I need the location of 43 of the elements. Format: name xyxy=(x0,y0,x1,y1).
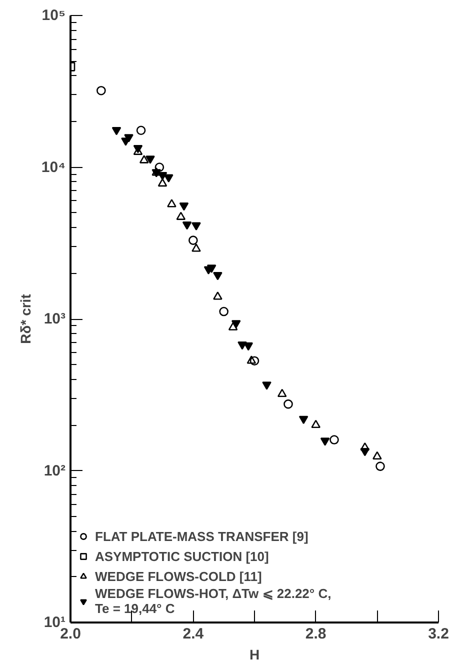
x-axis-title: H xyxy=(249,646,260,662)
point xyxy=(206,264,216,273)
point xyxy=(136,126,146,136)
legend-label: WEDGE FLOWS-HOT, ΔTw ⩽ 22.22° C, Te = 19,44° C xyxy=(95,586,332,616)
y-tick-label: 10⁴ xyxy=(41,158,66,176)
point xyxy=(376,462,385,471)
y-tick-label: 10³ xyxy=(44,310,66,328)
point xyxy=(213,292,222,300)
point xyxy=(228,322,238,330)
point xyxy=(311,420,320,428)
x-tick-label: 2.8 xyxy=(305,626,326,642)
point xyxy=(164,174,174,182)
point xyxy=(96,86,106,96)
point xyxy=(360,442,370,451)
point xyxy=(179,202,189,211)
x-tick-label: 2.4 xyxy=(182,626,204,642)
point xyxy=(182,221,192,230)
point xyxy=(112,127,122,136)
point xyxy=(244,342,254,351)
point xyxy=(320,438,330,446)
y-tick-label: 10² xyxy=(44,462,66,480)
point xyxy=(262,382,272,390)
point xyxy=(219,306,228,316)
y-axis-title: Rδ* crit xyxy=(17,294,34,344)
point xyxy=(250,356,260,366)
point xyxy=(298,416,308,424)
point xyxy=(246,356,256,364)
point xyxy=(284,399,293,409)
x-tick-label: 2.0 xyxy=(60,626,81,642)
point xyxy=(277,388,287,398)
x-tick-label: 3.2 xyxy=(428,626,449,642)
point xyxy=(188,236,198,245)
point xyxy=(372,451,382,460)
point xyxy=(213,272,222,280)
point xyxy=(192,222,201,230)
point xyxy=(154,162,164,172)
point xyxy=(330,435,339,444)
legend-label: ASYMPTOTIC SUCTION [10] xyxy=(95,548,269,564)
point xyxy=(238,341,247,350)
legend-label: WEDGE FLOWS-COLD [11] xyxy=(95,568,262,584)
legend-label: FLAT PLATE-MASS TRANSFER [9] xyxy=(95,528,308,544)
y-tick-label: 10⁵ xyxy=(42,7,66,24)
point xyxy=(146,156,155,164)
